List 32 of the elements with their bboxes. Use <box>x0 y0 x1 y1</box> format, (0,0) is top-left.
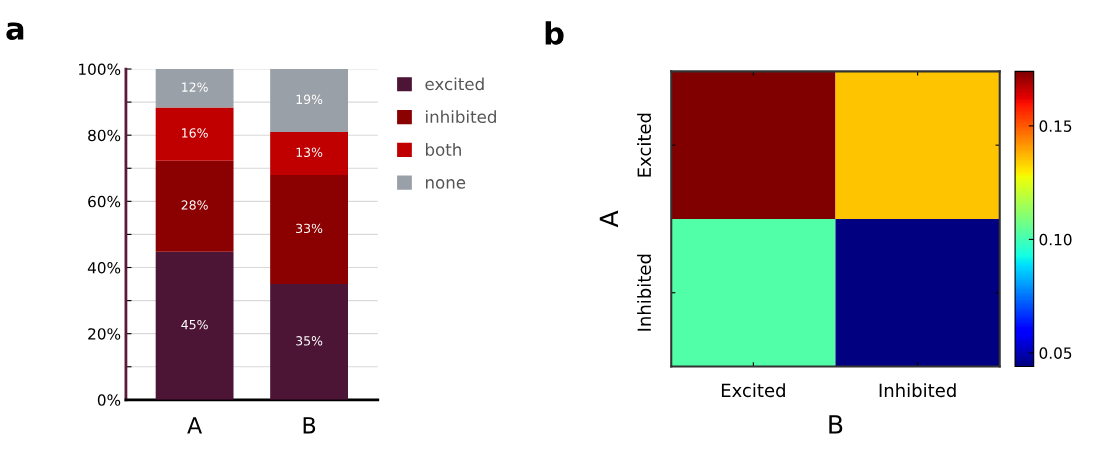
color-bar-label: 0.15 <box>1039 120 1072 132</box>
data-label: 19% <box>296 94 323 105</box>
bar <box>270 69 349 132</box>
y-tick-label: 80% <box>88 129 121 142</box>
y-tick-label: 20% <box>88 328 121 340</box>
data-label: 12% <box>182 82 208 92</box>
legend-label: inhibited <box>426 110 496 124</box>
bar <box>270 174 349 285</box>
bar <box>270 131 349 175</box>
y-tick-label: 40% <box>87 261 121 274</box>
data-label: 16% <box>182 128 208 138</box>
color-bar-label: 0.05 <box>1039 347 1072 359</box>
data-label: 33% <box>296 223 323 234</box>
data-label: 45% <box>181 319 208 330</box>
legend-label: none <box>425 179 466 189</box>
text: a <box>6 22 24 40</box>
y-axis-title: A <box>599 210 619 228</box>
bar <box>155 69 234 108</box>
y-tick-label: 0% <box>97 394 121 406</box>
data-label: 13% <box>296 147 323 158</box>
bar <box>155 160 234 252</box>
data-label: 35% <box>296 336 323 346</box>
legend-label: both <box>425 143 461 156</box>
bar <box>155 107 234 161</box>
y-tick-label: 60% <box>88 195 121 208</box>
text: b <box>545 21 564 45</box>
bar <box>270 284 349 400</box>
y-tick-label: 100% <box>79 63 121 76</box>
data-label: 28% <box>181 200 208 210</box>
bar <box>155 251 234 400</box>
legend-label: excited <box>425 77 484 91</box>
color-bar-label: 0.10 <box>1039 233 1072 246</box>
